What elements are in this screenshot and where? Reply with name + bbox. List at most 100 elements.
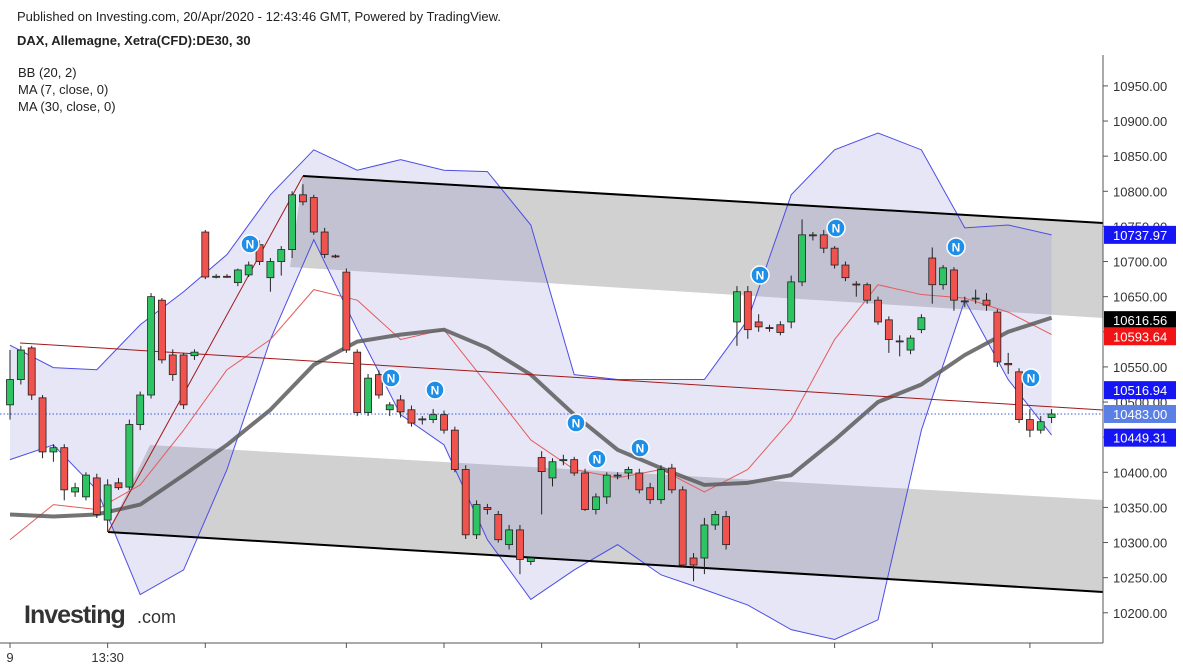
legend-entry: MA (30, close, 0) xyxy=(18,99,116,114)
y-tick-label: 10900.00 xyxy=(1113,114,1167,129)
news-marker xyxy=(566,413,586,433)
candle-body xyxy=(233,269,242,284)
candle-body xyxy=(667,467,676,491)
candle-body xyxy=(895,340,904,343)
legend-entry: MA (7, close, 0) xyxy=(18,82,108,97)
news-marker-label: N xyxy=(246,238,255,252)
candle-body xyxy=(830,247,839,266)
candle-body xyxy=(103,484,112,521)
candle-body xyxy=(16,349,25,380)
candle-body xyxy=(559,459,568,462)
candle-body xyxy=(939,267,947,286)
candle-body xyxy=(309,197,318,233)
channel-line xyxy=(107,531,1104,593)
candle-body xyxy=(657,469,665,501)
candle-body xyxy=(678,489,687,566)
news-marker-label: N xyxy=(832,222,841,236)
candle-body xyxy=(494,514,503,541)
y-tick-label: 10800.00 xyxy=(1113,184,1167,199)
candle-body xyxy=(440,414,448,431)
y-tick-label: 10300.00 xyxy=(1113,536,1167,551)
candle-body xyxy=(125,424,134,488)
candle-body xyxy=(971,297,980,300)
news-marker-label: N xyxy=(593,453,602,467)
news-marker xyxy=(630,438,650,458)
candle-body xyxy=(624,469,633,474)
bollinger-band-lower xyxy=(9,238,1052,641)
y-tick-label: 10550.00 xyxy=(1113,360,1167,375)
logo: Investing .com xyxy=(24,601,176,629)
price-label-box xyxy=(1104,381,1176,400)
candle-body xyxy=(266,261,275,279)
candle-body xyxy=(27,347,36,396)
candle-body xyxy=(223,275,231,278)
news-marker-label: N xyxy=(756,269,765,283)
y-tick-label: 10200.00 xyxy=(1113,606,1167,621)
news-marker xyxy=(1021,368,1041,388)
y-tick-label: 10700.00 xyxy=(1113,255,1167,270)
candle-body xyxy=(49,447,58,453)
candle-body xyxy=(852,283,861,286)
candle-body xyxy=(754,321,763,328)
price-label: 10449.31 xyxy=(1113,431,1167,446)
candle-body xyxy=(147,296,155,396)
candle-body xyxy=(874,299,882,323)
price-label: 10616.56 xyxy=(1113,313,1167,328)
candle-body xyxy=(288,194,297,250)
candle-body xyxy=(863,284,872,301)
y-tick-label: 10850.00 xyxy=(1113,149,1167,164)
candle-body xyxy=(526,557,535,562)
candle-body xyxy=(733,291,741,323)
candle-body xyxy=(168,354,177,376)
news-marker xyxy=(750,265,770,285)
channel-line xyxy=(302,175,1104,224)
news-markers: N N N N N N N N N N xyxy=(240,218,1041,469)
candle-body xyxy=(374,374,383,396)
lower-channel xyxy=(108,445,1103,592)
candle-body xyxy=(917,317,926,331)
candle-body xyxy=(60,447,69,491)
y-tick-label: 10950.00 xyxy=(1113,79,1167,94)
candle-body xyxy=(483,507,492,510)
price-label-box xyxy=(1104,428,1176,447)
candle-body xyxy=(136,394,145,425)
candle-body xyxy=(364,377,372,413)
news-marker xyxy=(587,449,607,469)
candle-body xyxy=(201,231,210,278)
candle-body xyxy=(320,231,329,255)
candle-body xyxy=(505,529,514,546)
candle-body xyxy=(157,299,166,361)
moving-average xyxy=(9,284,1052,541)
candle-body xyxy=(190,351,199,357)
price-label: 10593.64 xyxy=(1113,329,1167,344)
price-label: 10737.97 xyxy=(1113,228,1167,243)
news-marker-label: N xyxy=(1027,372,1036,386)
candle-body xyxy=(472,504,481,536)
candle-body xyxy=(809,234,817,237)
candle-body xyxy=(353,351,362,413)
price-label-box xyxy=(1104,225,1176,244)
candle-body xyxy=(1026,419,1034,431)
legend-entry: BB (20, 2) xyxy=(18,65,77,80)
candle-body xyxy=(592,496,600,510)
candle-body xyxy=(993,311,1002,363)
candle-body xyxy=(776,324,785,333)
published-note: Published on Investing.com, 20/Apr/2020 … xyxy=(17,9,501,24)
candle-body xyxy=(1036,421,1045,431)
candle-body xyxy=(602,474,611,498)
candle-body xyxy=(548,461,557,479)
y-tick-label: 10350.00 xyxy=(1113,500,1167,515)
candle-body xyxy=(689,557,698,566)
candle-body xyxy=(711,514,720,526)
y-tick-label: 10250.00 xyxy=(1113,571,1167,586)
candle-body xyxy=(950,269,958,301)
candle-body xyxy=(884,319,893,340)
candle-body xyxy=(819,234,828,249)
price-label: 10516.94 xyxy=(1113,383,1167,398)
candle-body xyxy=(516,529,524,560)
y-tick-label: 10650.00 xyxy=(1113,290,1167,305)
candle-body xyxy=(928,257,937,286)
news-marker xyxy=(425,380,445,400)
trend-line xyxy=(19,342,1104,411)
